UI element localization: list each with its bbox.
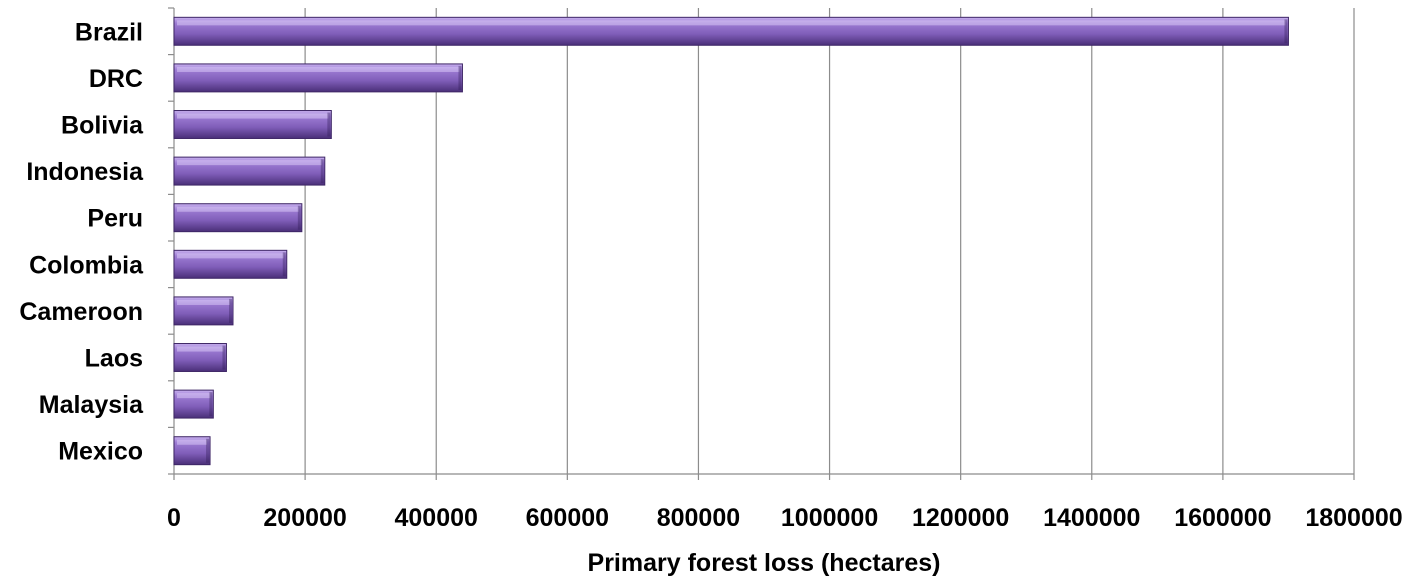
x-tick-labels: 0 200000 400000 600000 800000 1000000 1200000 1…	[167, 504, 1403, 532]
bar-bevel	[320, 159, 324, 184]
category-label: Mexico	[58, 438, 143, 466]
bar-bevel	[297, 205, 301, 230]
x-tick-label: 1000000	[781, 504, 878, 532]
bar-colombia	[173, 249, 288, 279]
bar-highlight	[177, 206, 299, 212]
bar-laos	[173, 343, 227, 372]
category-label: Cameroon	[19, 298, 143, 326]
bar-bevel	[209, 392, 213, 417]
category-label: Brazil	[75, 18, 143, 46]
x-tick-label: 1600000	[1174, 504, 1271, 532]
bar-bevel	[327, 112, 331, 137]
x-tick-label: 600000	[526, 504, 609, 532]
category-label: Indonesia	[26, 158, 144, 186]
x-tick-label: 0	[167, 504, 181, 532]
category-label: Bolivia	[61, 112, 144, 140]
category-label: Colombia	[29, 251, 144, 279]
bar-highlight	[177, 253, 284, 259]
bar-indonesia	[173, 156, 326, 186]
x-tick-label: 200000	[263, 504, 346, 532]
bar-bevel	[282, 252, 286, 277]
bar-highlight	[177, 393, 211, 399]
bar-drc	[173, 63, 463, 93]
x-tick-label: 400000	[395, 504, 478, 532]
bar-highlight	[177, 439, 208, 445]
category-label: Peru	[87, 205, 143, 233]
bar-bolivia	[173, 110, 332, 139]
bar-bevel	[1284, 19, 1288, 44]
category-label: Laos	[85, 345, 143, 373]
bar-highlight	[177, 346, 224, 352]
x-tick-label: 1200000	[912, 504, 1009, 532]
x-tick-label: 1400000	[1043, 504, 1140, 532]
x-tick-label: 1800000	[1305, 504, 1402, 532]
bar-bevel	[458, 65, 462, 90]
category-label: Malaysia	[39, 391, 144, 419]
bar-mexico	[173, 436, 211, 466]
x-tick-label: 800000	[657, 504, 740, 532]
bar-bevel	[206, 438, 210, 463]
bar-brazil	[173, 16, 1289, 46]
bar-bevel	[222, 345, 226, 370]
bars	[173, 16, 1289, 466]
bar-bevel	[229, 298, 232, 323]
bar-highlight	[177, 160, 322, 166]
bar-highlight	[177, 66, 460, 72]
bar-highlight	[177, 299, 230, 305]
bar-peru	[173, 203, 303, 233]
bar-highlight	[177, 113, 329, 119]
category-label: DRC	[89, 65, 143, 93]
bar-highlight	[177, 20, 1286, 26]
bar-cameroon	[173, 296, 234, 326]
x-axis-title: Primary forest loss (hectares)	[588, 549, 941, 577]
category-labels: Brazil DRC Bolivia Indonesia Peru Colombia Cam…	[19, 18, 144, 465]
bar-malaysia	[173, 389, 214, 419]
